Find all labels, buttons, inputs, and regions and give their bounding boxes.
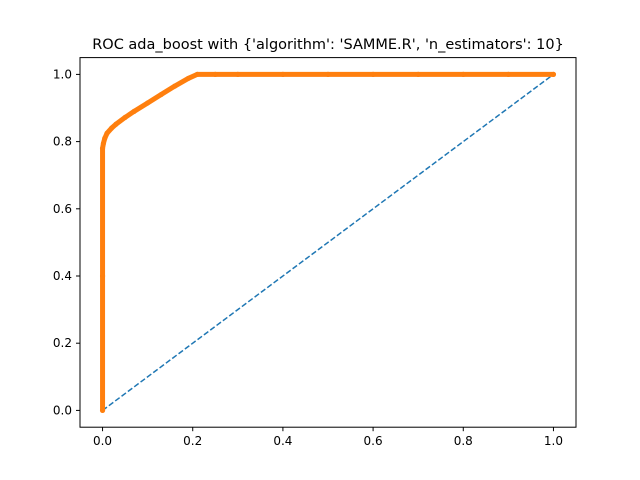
roc-curve-point — [145, 100, 151, 106]
plot-area — [99, 71, 557, 413]
roc-curve-point — [550, 71, 557, 77]
roc-curve-point — [100, 140, 107, 146]
x-tick-label: 0.6 — [364, 434, 383, 448]
x-tick-label: 0.2 — [183, 434, 202, 448]
axis-ticks: 0.0 0.2 0.4 0.6 0.8 1.0 0.0 0.2 0.4 0.6 0.8 1.0 — [53, 67, 563, 448]
axes-frame — [79, 57, 577, 428]
roc-curve-point — [131, 108, 137, 114]
roc-curve-point — [325, 71, 331, 77]
y-tick-label: 0.6 — [53, 202, 72, 216]
roc-curve-point — [460, 71, 466, 77]
roc-curve-point — [113, 121, 119, 127]
y-tick-label: 1.0 — [53, 67, 72, 81]
x-tick-label: 1.0 — [544, 434, 563, 448]
x-tick-label: 0.0 — [93, 434, 112, 448]
x-tick-label: 0.8 — [454, 434, 473, 448]
y-tick-label: 0.8 — [53, 135, 72, 149]
roc-curve-point — [99, 273, 106, 279]
roc-curve-point — [505, 71, 511, 77]
roc-curve-point — [99, 145, 106, 151]
roc-curve-point — [235, 71, 241, 77]
roc-curve-point — [370, 71, 376, 77]
chart-title: ROC ada_boost with {'algorithm': 'SAMME.… — [92, 37, 564, 53]
roc-curve-point — [172, 83, 178, 89]
roc-curve-point — [212, 71, 218, 77]
roc-curve-point — [194, 71, 200, 77]
y-tick-label: 0.4 — [53, 269, 72, 283]
x-tick-label: 0.4 — [273, 434, 292, 448]
roc-curve-point — [104, 130, 110, 136]
roc-curve-point — [108, 125, 115, 131]
y-tick-label: 0.2 — [53, 336, 72, 350]
roc-curve-point — [102, 135, 108, 141]
roc-curve-point — [99, 407, 106, 413]
roc-curve-point — [158, 91, 164, 98]
roc-curve-point — [280, 71, 286, 77]
roc-curve-point — [122, 114, 128, 121]
chance-diagonal-line — [102, 73, 554, 412]
roc-curve-point — [185, 75, 191, 82]
y-tick-label: 0.0 — [53, 403, 72, 417]
roc-curve-point — [415, 71, 421, 77]
